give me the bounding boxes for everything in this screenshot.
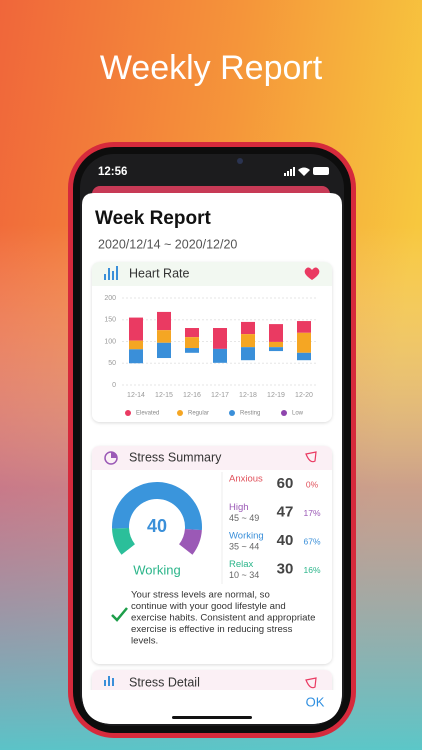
gauge-arc bbox=[179, 528, 202, 555]
level-range: 10 ~ 34 bbox=[229, 570, 259, 580]
bar-segment bbox=[157, 311, 171, 331]
bar-segment bbox=[269, 324, 283, 342]
x-tick-label: 12-16 bbox=[183, 392, 201, 399]
bar-segment bbox=[241, 347, 255, 361]
bottom-bar bbox=[82, 690, 342, 724]
heart-icon bbox=[304, 267, 320, 280]
legend-label: Low bbox=[292, 411, 304, 417]
level-value: 30 bbox=[277, 560, 294, 577]
chart-icon bbox=[104, 266, 118, 280]
bar-segment bbox=[213, 328, 227, 349]
bar-segment bbox=[241, 334, 255, 348]
gauge-arc bbox=[112, 482, 202, 531]
chart-title: Heart Rate bbox=[129, 266, 189, 280]
card-title: Stress Summary bbox=[129, 450, 222, 464]
x-tick-label: 12-18 bbox=[239, 392, 257, 399]
bar-segment bbox=[269, 341, 283, 348]
message-line: levels. bbox=[131, 636, 158, 647]
gauge-label: Working bbox=[133, 562, 180, 577]
bar-segment bbox=[269, 347, 283, 352]
x-tick-label: 12-14 bbox=[127, 392, 145, 399]
gauge-center bbox=[130, 500, 184, 554]
card-header bbox=[92, 262, 332, 286]
y-tick-label: 50 bbox=[108, 360, 116, 367]
level-range: 35 ~ 44 bbox=[229, 541, 259, 551]
legend-swatch bbox=[281, 410, 287, 416]
level-share: 17% bbox=[303, 508, 320, 518]
level-range: 45 ~ 49 bbox=[229, 513, 259, 523]
bar-segment bbox=[185, 328, 199, 338]
legend-swatch bbox=[229, 410, 235, 416]
mask-icon bbox=[305, 677, 317, 689]
report-title: Week Report bbox=[95, 208, 211, 229]
card-title: Stress Detail bbox=[129, 675, 200, 689]
legend-swatch bbox=[125, 410, 131, 416]
bar-segment bbox=[157, 342, 171, 359]
x-tick-label: 12-19 bbox=[267, 392, 285, 399]
ok-button[interactable]: OK bbox=[306, 694, 325, 709]
x-tick-label: 12-17 bbox=[211, 392, 229, 399]
message-line: exercise is effective in reducing stress bbox=[131, 624, 293, 635]
mask-icon bbox=[305, 451, 317, 463]
x-tick-label: 12-20 bbox=[295, 392, 313, 399]
bar-segment bbox=[129, 340, 143, 350]
bar-segment bbox=[297, 321, 311, 333]
level-name: Working bbox=[229, 531, 264, 542]
check-icon bbox=[111, 607, 128, 622]
bar-segment bbox=[213, 348, 227, 363]
level-value: 60 bbox=[277, 475, 294, 492]
card-header bbox=[92, 670, 332, 694]
card-header bbox=[92, 446, 332, 470]
bar-segment bbox=[185, 348, 199, 353]
level-share: 0% bbox=[306, 479, 319, 489]
legend-label: Resting bbox=[240, 411, 260, 417]
level-value: 40 bbox=[277, 532, 294, 549]
bar-segment bbox=[157, 330, 171, 343]
gauge-value: 40 bbox=[147, 516, 167, 536]
status-time: 12:56 bbox=[98, 166, 127, 178]
level-name: Relax bbox=[229, 559, 254, 570]
x-tick-label: 12-15 bbox=[155, 392, 173, 399]
message-line: Your stress levels are normal, so bbox=[131, 590, 270, 601]
legend-label: Elevated bbox=[136, 411, 159, 417]
bar-segment bbox=[241, 321, 255, 335]
page-title: Weekly Report bbox=[100, 49, 323, 87]
bar-segment bbox=[129, 349, 143, 364]
chart-icon bbox=[104, 676, 114, 686]
date-range: 2020/12/14 ~ 2020/12/20 bbox=[98, 237, 237, 251]
gauge-arc bbox=[112, 527, 135, 555]
level-name: High bbox=[229, 502, 249, 513]
y-tick-label: 150 bbox=[104, 317, 116, 324]
bar-segment bbox=[129, 317, 143, 341]
y-tick-label: 0 bbox=[112, 382, 116, 389]
camera bbox=[237, 158, 243, 164]
level-value: 47 bbox=[277, 503, 294, 520]
legend-label: Regular bbox=[188, 411, 209, 417]
y-tick-label: 200 bbox=[104, 295, 116, 302]
heart-rate-card: Heart Rate bbox=[92, 262, 332, 422]
home-indicator bbox=[172, 716, 252, 719]
level-share: 67% bbox=[303, 536, 320, 546]
status-icons bbox=[284, 167, 329, 176]
y-tick-label: 100 bbox=[104, 338, 116, 345]
legend-swatch bbox=[177, 410, 183, 416]
message-line: continue with your good lifestyle and bbox=[131, 601, 286, 612]
level-name: Anxious bbox=[229, 474, 263, 485]
pie-icon-slice bbox=[111, 452, 117, 458]
bar-segment bbox=[297, 332, 311, 353]
bar-segment bbox=[185, 337, 199, 349]
level-share: 16% bbox=[303, 565, 320, 575]
message-line: exercise habits. Consistent and appropri… bbox=[131, 613, 316, 624]
bar-segment bbox=[297, 352, 311, 361]
